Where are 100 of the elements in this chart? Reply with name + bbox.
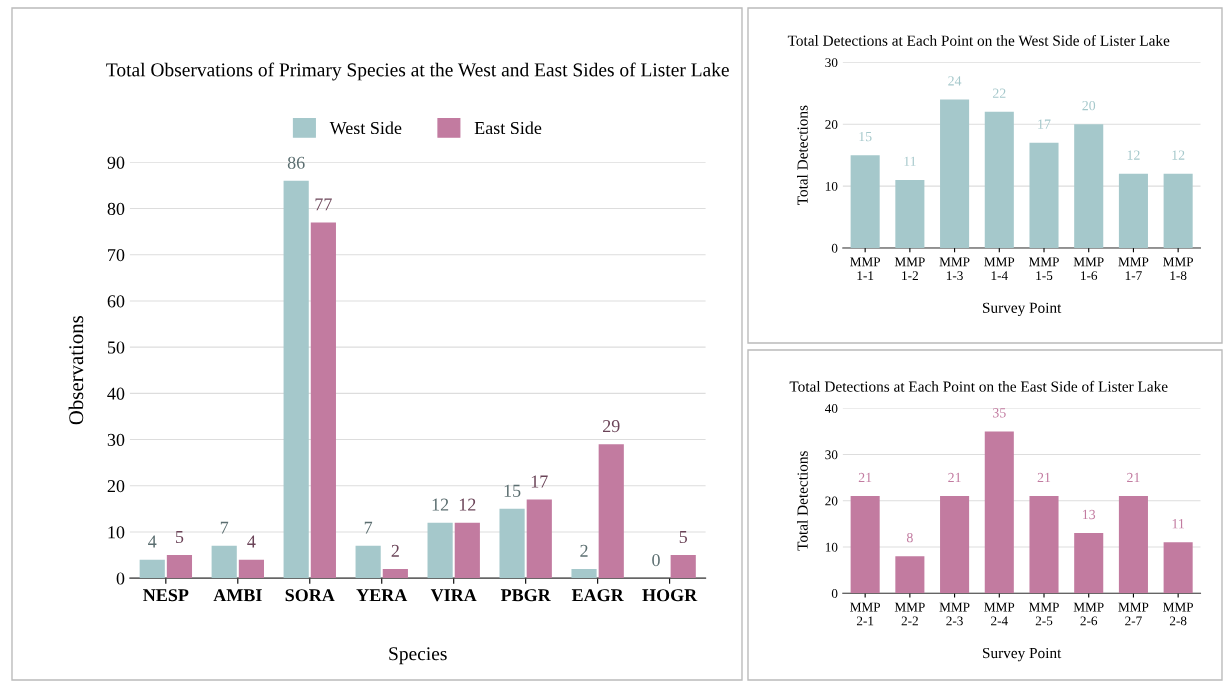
y-tick-label: 90 <box>107 156 125 169</box>
bar <box>1163 542 1193 594</box>
y-tick-label: 30 <box>825 450 838 460</box>
bar <box>850 155 880 248</box>
data-label: 12 <box>459 498 476 511</box>
bar <box>1163 173 1193 248</box>
data-label: 8 <box>906 532 913 543</box>
y-tick-label: 10 <box>825 542 838 552</box>
data-label: 17 <box>531 475 548 488</box>
data-label: 77 <box>315 198 332 211</box>
y-tick-label: 10 <box>108 526 125 539</box>
x-axis-title: Species <box>389 647 447 665</box>
data-label: 5 <box>175 531 184 544</box>
data-label: 21 <box>948 472 961 483</box>
x-tick-label: EAGR <box>571 589 624 602</box>
bar <box>283 180 309 579</box>
y-axis-title: Total Detections <box>797 451 808 551</box>
bar <box>355 545 381 579</box>
data-label: 21 <box>858 472 872 483</box>
x-tick-label: MMP 2-5 <box>1028 602 1059 626</box>
bar <box>139 559 165 579</box>
chart-title: Total Detections at Each Point on the West Side of Lister Lake <box>787 34 1170 46</box>
y-tick-label: 0 <box>831 243 838 253</box>
bar <box>984 111 1014 248</box>
x-tick-label: PBGR <box>500 589 551 602</box>
bar <box>1029 142 1059 248</box>
data-label: 7 <box>364 521 373 534</box>
bar <box>238 559 264 579</box>
x-tick-label: MMP 1-5 <box>1028 257 1059 281</box>
bar <box>1118 173 1148 248</box>
x-tick-label: VIRA <box>430 589 477 602</box>
x-tick-label: MMP 1-8 <box>1163 257 1194 281</box>
y-tick-label: 10 <box>825 181 838 191</box>
y-tick-label: 50 <box>107 341 125 354</box>
x-tick-label: MMP 2-3 <box>939 602 970 626</box>
bar <box>454 522 480 579</box>
data-label: 11 <box>904 156 916 166</box>
bar <box>211 545 237 579</box>
bar <box>382 568 408 579</box>
data-label: 15 <box>859 131 872 142</box>
x-tick-label: MMP 1-6 <box>1073 257 1104 281</box>
data-label: 2 <box>391 544 399 557</box>
y-tick-label: 30 <box>825 58 838 68</box>
legend-label: West Side <box>329 121 402 135</box>
bar <box>427 522 453 579</box>
bar <box>526 499 552 579</box>
x-tick-label: YERA <box>356 589 408 602</box>
data-label: 22 <box>992 88 1006 98</box>
bar <box>895 556 925 594</box>
data-label: 21 <box>1037 472 1051 483</box>
data-label: 13 <box>1083 509 1096 520</box>
y-tick-label: 40 <box>107 387 125 400</box>
x-tick-label: AMBI <box>213 589 262 602</box>
bar <box>895 179 925 248</box>
bar <box>1074 124 1104 248</box>
data-label: 29 <box>603 420 620 433</box>
y-tick-label: 80 <box>107 202 125 215</box>
x-tick-label: SORA <box>285 589 335 602</box>
data-label: 0 <box>652 553 660 567</box>
x-tick-label: MMP 1-1 <box>850 257 881 280</box>
x-tick-label: NESP <box>143 589 189 602</box>
y-tick-label: 40 <box>825 404 838 413</box>
data-label: 21 <box>1127 472 1140 483</box>
bar <box>499 508 525 579</box>
x-tick-label: MMP 2-1 <box>850 602 881 626</box>
y-tick-label: 20 <box>107 480 125 493</box>
y-tick-label: 70 <box>108 249 125 262</box>
bar <box>940 99 970 248</box>
legend-label: East Side <box>474 121 542 135</box>
data-label: 7 <box>220 521 229 534</box>
data-label: 15 <box>504 484 521 497</box>
data-label: 5 <box>679 531 688 544</box>
bar <box>940 496 970 594</box>
y-tick-label: 0 <box>831 589 838 598</box>
data-label: 86 <box>287 156 305 169</box>
bar <box>670 555 696 579</box>
data-label: 4 <box>148 535 157 548</box>
data-label: 2 <box>580 544 588 557</box>
x-tick-label: MMP 1-7 <box>1118 257 1149 280</box>
bar <box>310 222 336 579</box>
data-label: 12 <box>1172 150 1185 160</box>
bar <box>1074 533 1104 594</box>
y-tick-label: 20 <box>825 496 838 506</box>
y-axis-title: Total Detections <box>797 105 808 206</box>
x-tick-label: HOGR <box>642 589 698 602</box>
bar <box>166 555 193 579</box>
x-axis-title: Survey Point <box>982 647 1062 662</box>
x-tick-label: MMP 1-4 <box>984 257 1015 280</box>
bar <box>984 431 1014 594</box>
bar <box>1118 496 1148 594</box>
data-label: 12 <box>1127 150 1140 160</box>
data-label: 4 <box>247 535 256 548</box>
x-tick-label: MMP 2-8 <box>1163 602 1194 626</box>
data-label: 12 <box>432 498 449 511</box>
bar <box>1029 496 1059 594</box>
chart-title: Total Observations of Primary Species at the West and East Sides of Lister Lake <box>106 62 729 81</box>
y-tick-label: 0 <box>116 572 125 585</box>
y-tick-label: 30 <box>107 433 125 446</box>
data-label: 17 <box>1038 119 1051 129</box>
bar <box>598 444 624 579</box>
